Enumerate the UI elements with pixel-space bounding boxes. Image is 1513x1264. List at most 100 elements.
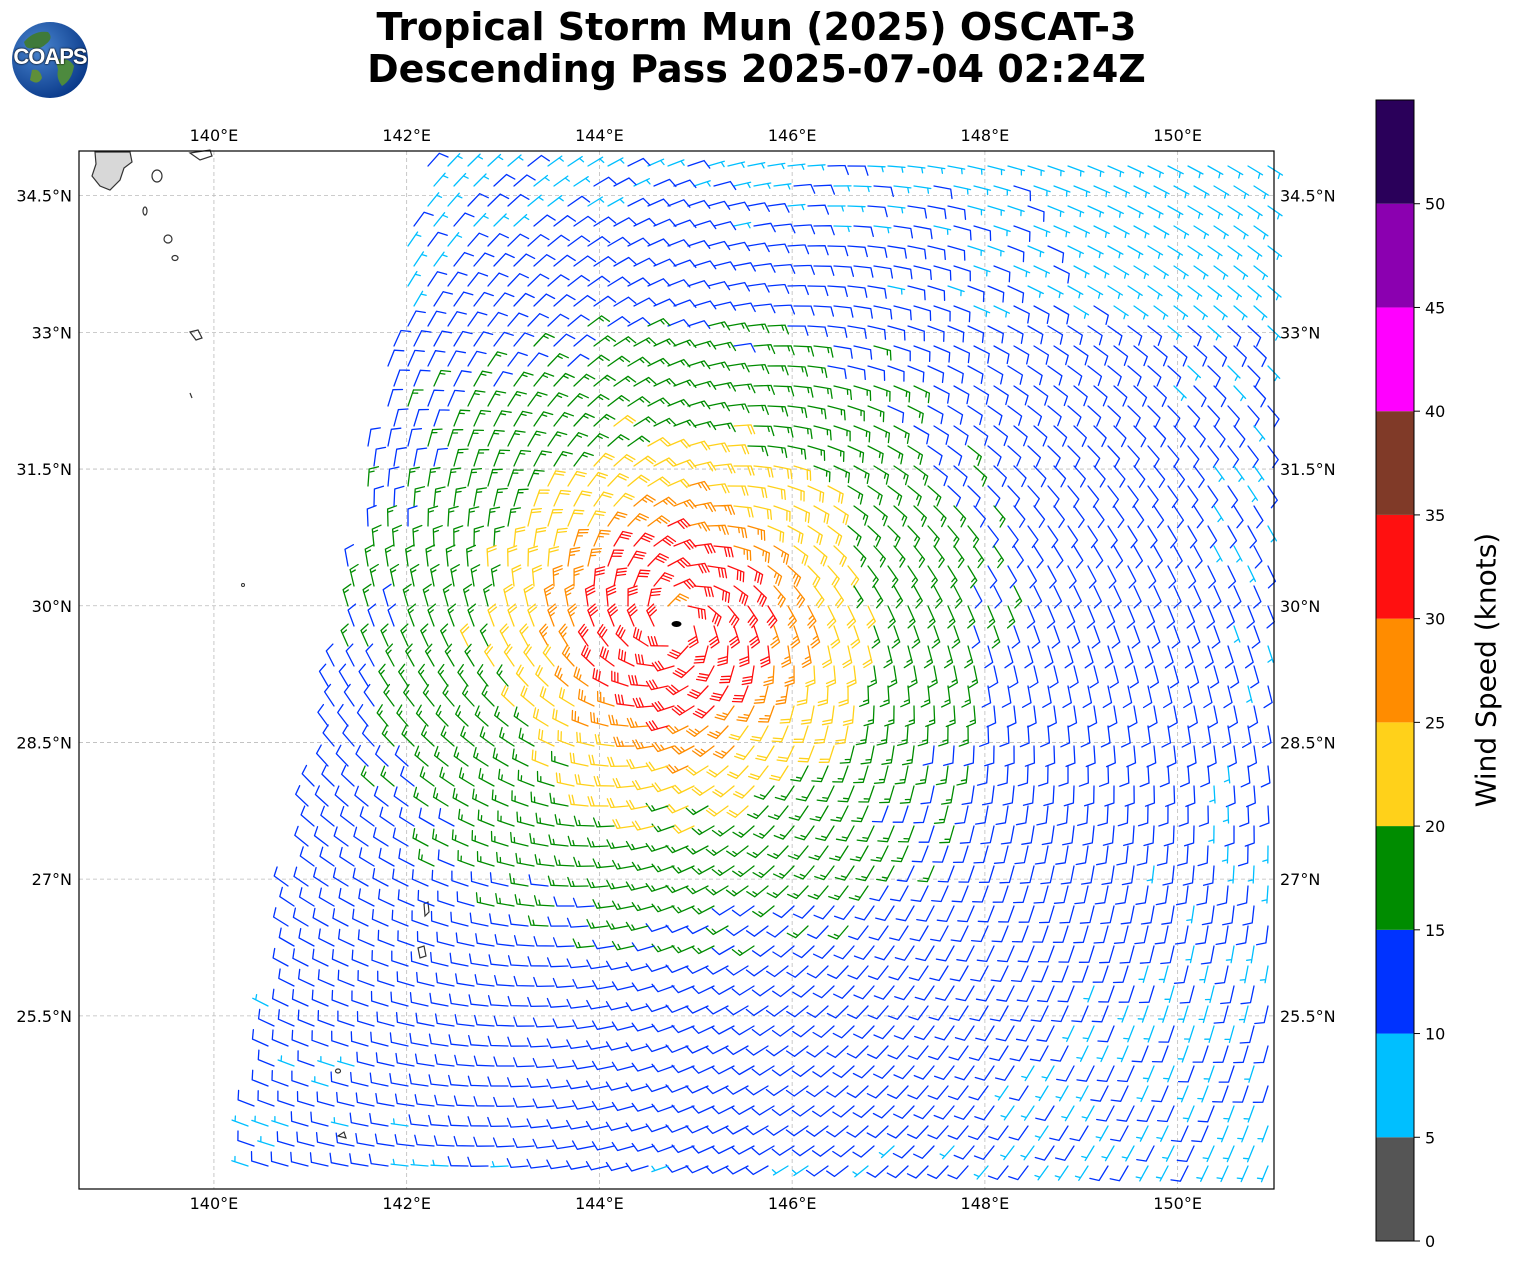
wind-barb — [750, 725, 769, 742]
wind-barb — [957, 905, 975, 923]
wind-barb — [532, 707, 549, 727]
wind-barb — [573, 412, 595, 427]
wind-barb — [727, 201, 751, 211]
wind-barb — [801, 645, 812, 668]
wind-barb — [1267, 245, 1283, 260]
wind-barb — [868, 925, 889, 941]
wind-barb — [257, 1135, 275, 1147]
colorbar-bin — [1376, 1137, 1414, 1241]
wind-barb — [687, 240, 711, 249]
wind-barb — [1013, 185, 1032, 202]
wind-barb — [691, 785, 715, 796]
wind-barb — [913, 505, 927, 527]
wind-barb — [707, 200, 731, 210]
wind-barb — [1033, 385, 1049, 406]
wind-barb — [813, 725, 829, 744]
wind-barb — [830, 805, 849, 822]
wind-barb — [513, 213, 530, 227]
wind-barb — [1002, 785, 1015, 806]
wind-barb — [440, 725, 455, 747]
wind-barb — [1147, 565, 1157, 589]
wind-barb — [751, 985, 775, 997]
wind-barb — [549, 792, 569, 807]
wind-barb — [952, 845, 969, 864]
wind-barb — [1175, 885, 1189, 906]
wind-barb — [766, 965, 789, 978]
wind-barb — [1067, 245, 1084, 258]
wind-barb — [894, 985, 915, 1001]
wind-barb — [390, 1118, 409, 1127]
wind-barb — [339, 846, 355, 867]
wind-barb — [1107, 325, 1123, 346]
wind-barb — [1047, 405, 1062, 427]
wind-barb — [953, 345, 971, 364]
wind-barb — [625, 1042, 649, 1052]
wind-barb — [979, 725, 990, 747]
wind-barb — [1173, 585, 1182, 609]
wind-barb — [493, 449, 511, 467]
wind-barb — [791, 1065, 815, 1077]
wind-barb — [467, 193, 489, 207]
wind-barb — [390, 1158, 409, 1167]
wind-barb — [647, 515, 671, 527]
wind-barb — [373, 785, 389, 807]
wind-barb — [1153, 585, 1162, 609]
wind-barb — [513, 935, 535, 947]
wind-barb — [1187, 405, 1201, 428]
wind-barb — [869, 885, 889, 902]
wind-barb — [1038, 765, 1049, 787]
wind-barb — [592, 858, 615, 869]
wind-barb — [370, 1031, 389, 1047]
wind-barb — [428, 1074, 449, 1087]
wind-barb — [547, 508, 564, 527]
wind-barb — [1233, 625, 1241, 643]
wind-barb — [653, 258, 677, 267]
wind-barb — [393, 369, 410, 387]
wind-barb — [1053, 225, 1071, 238]
wind-barb — [753, 785, 775, 800]
wind-barb — [496, 851, 515, 867]
wind-barbs — [231, 152, 1284, 1183]
wind-barb — [933, 305, 951, 322]
wind-barb — [1159, 765, 1170, 788]
wind-barb — [687, 625, 699, 649]
wind-barb — [337, 969, 355, 987]
wind-barb — [467, 153, 484, 167]
wind-barb — [653, 457, 677, 467]
wind-barb — [927, 485, 942, 507]
wind-barb — [380, 623, 389, 647]
wind-barb — [1247, 245, 1263, 260]
wind-barb — [1113, 225, 1130, 239]
wind-barb — [1007, 445, 1022, 467]
wind-barb — [767, 525, 785, 543]
wind-barb — [770, 625, 781, 649]
wind-barb — [407, 505, 418, 527]
wind-barb — [447, 311, 467, 327]
wind-barb — [951, 885, 969, 903]
wind-barb — [695, 665, 715, 682]
wind-barb — [467, 1156, 489, 1167]
wind-barb — [647, 476, 671, 487]
wind-barb — [1146, 745, 1157, 768]
wind-barb — [371, 950, 389, 967]
wind-barb — [552, 1018, 575, 1029]
wind-barb — [271, 988, 289, 1007]
colorbar-bin — [1376, 826, 1414, 930]
wind-barb — [653, 378, 677, 387]
wind-barb — [947, 605, 956, 629]
wind-barb — [587, 315, 611, 327]
wind-barb — [685, 725, 709, 737]
wind-barb — [993, 425, 1009, 447]
wind-barb — [391, 524, 403, 547]
wind-barb — [693, 380, 717, 390]
wind-barb — [473, 212, 489, 227]
wind-barb — [753, 222, 776, 233]
wind-barb — [987, 445, 1002, 467]
wind-barb — [792, 725, 809, 743]
wind-barb — [605, 1081, 629, 1091]
wind-barb — [665, 964, 689, 974]
wind-barb — [1016, 985, 1035, 1003]
wind-barb — [973, 845, 989, 864]
wind-barb — [513, 449, 532, 467]
wind-barb — [807, 245, 829, 256]
